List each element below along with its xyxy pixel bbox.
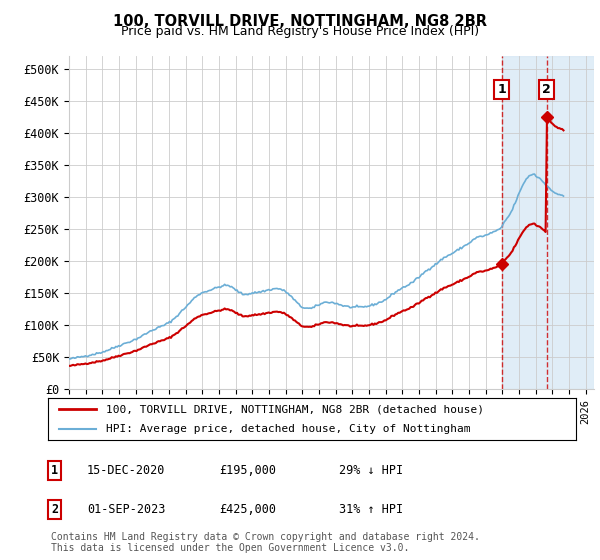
Text: Contains HM Land Registry data © Crown copyright and database right 2024.
This d: Contains HM Land Registry data © Crown c…: [51, 531, 480, 553]
Text: 1: 1: [51, 464, 58, 477]
Text: 15-DEC-2020: 15-DEC-2020: [87, 464, 166, 477]
Text: HPI: Average price, detached house, City of Nottingham: HPI: Average price, detached house, City…: [106, 424, 470, 434]
Text: 100, TORVILL DRIVE, NOTTINGHAM, NG8 2BR: 100, TORVILL DRIVE, NOTTINGHAM, NG8 2BR: [113, 14, 487, 29]
Bar: [502, 56, 594, 389]
Text: 2: 2: [542, 83, 551, 96]
Text: £195,000: £195,000: [219, 464, 276, 477]
Text: 29% ↓ HPI: 29% ↓ HPI: [339, 464, 403, 477]
Text: 1: 1: [497, 83, 506, 96]
Text: 01-SEP-2023: 01-SEP-2023: [87, 503, 166, 516]
Text: 2: 2: [51, 503, 58, 516]
Text: 31% ↑ HPI: 31% ↑ HPI: [339, 503, 403, 516]
Text: £425,000: £425,000: [219, 503, 276, 516]
Text: Price paid vs. HM Land Registry's House Price Index (HPI): Price paid vs. HM Land Registry's House …: [121, 25, 479, 38]
Text: 100, TORVILL DRIVE, NOTTINGHAM, NG8 2BR (detached house): 100, TORVILL DRIVE, NOTTINGHAM, NG8 2BR …: [106, 404, 484, 414]
